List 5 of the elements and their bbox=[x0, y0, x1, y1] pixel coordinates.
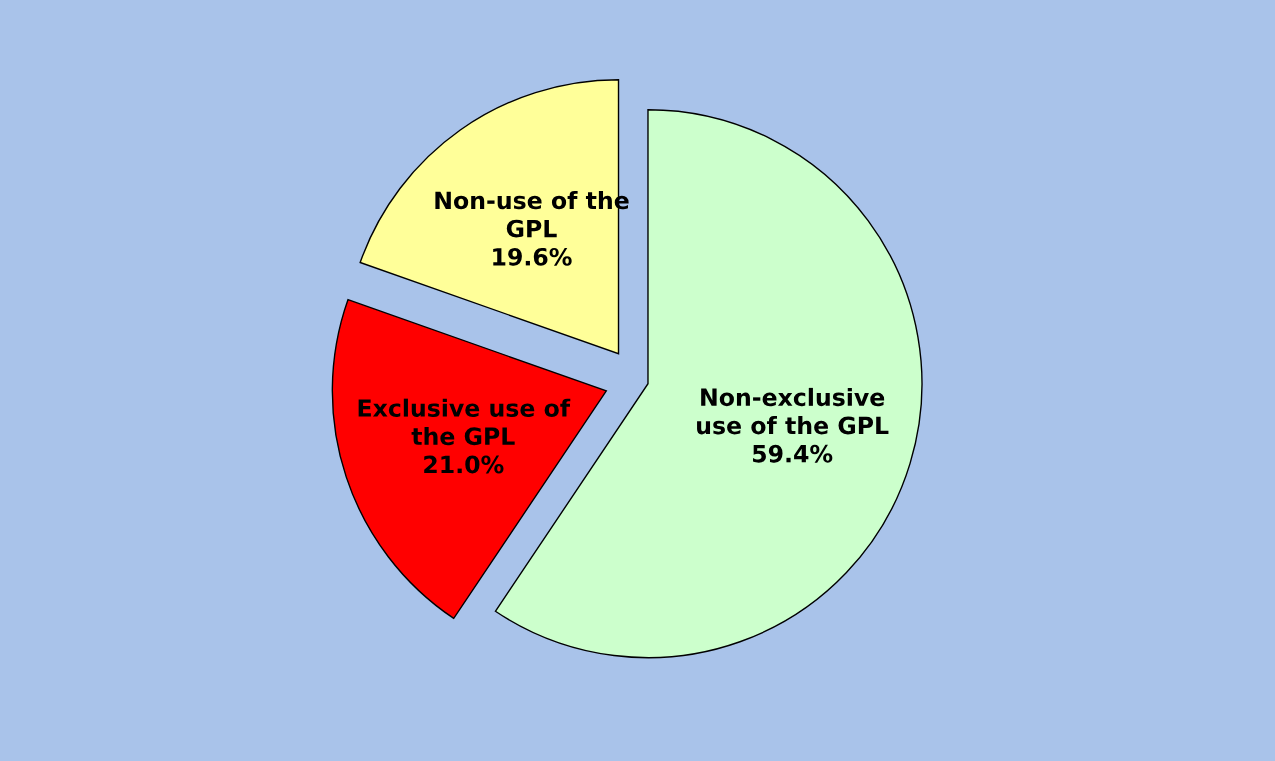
data-label: 19.6% bbox=[493, 247, 572, 266]
data-label: 59.4% bbox=[753, 444, 833, 463]
slice-label: Exclusive use of the GPL bbox=[358, 398, 571, 446]
data-label: 21.0% bbox=[424, 455, 504, 474]
slice-label: Non-exclusive use of the GPL bbox=[697, 387, 889, 435]
